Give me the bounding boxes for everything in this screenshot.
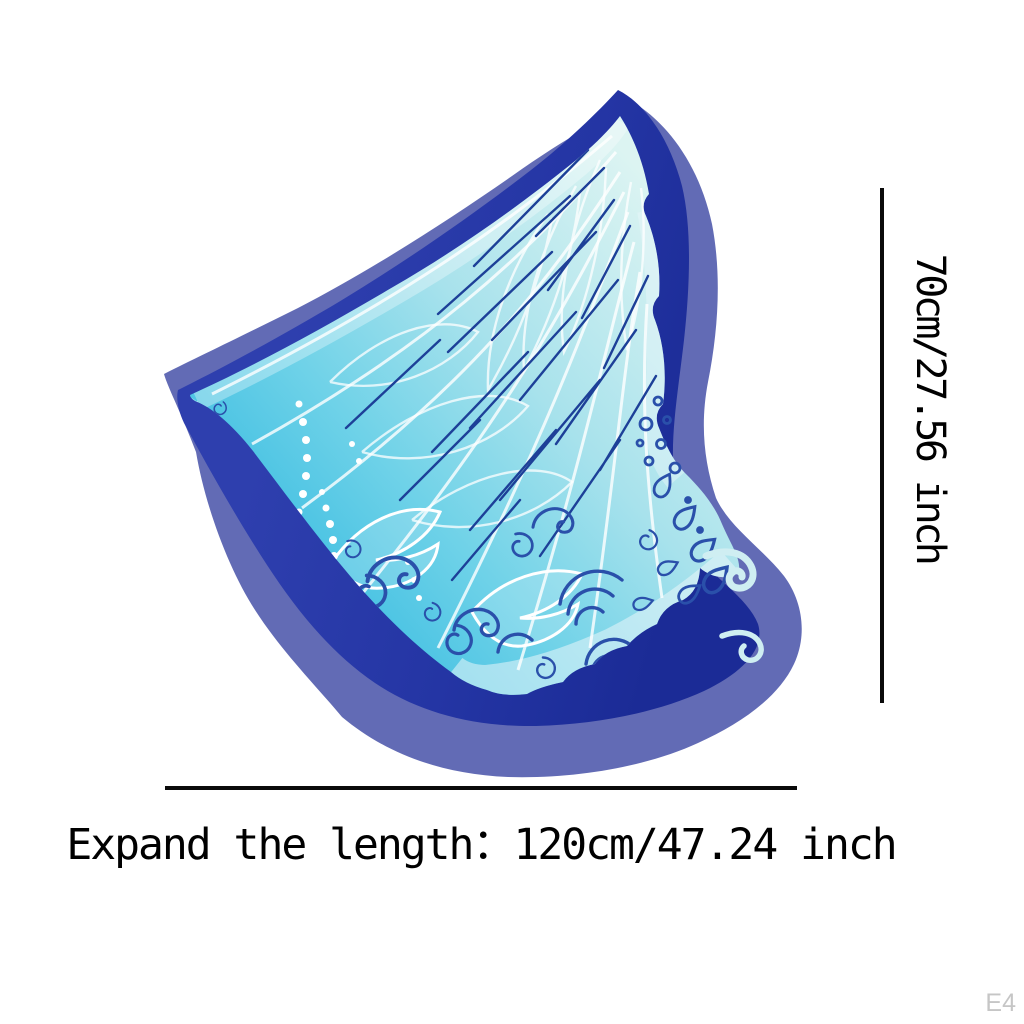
wing-tail-curls	[702, 548, 764, 663]
wing-teardrop-fringe	[630, 395, 735, 614]
height-dimension-label: 70cm/27.56 inch	[907, 253, 953, 563]
height-dimension-line	[880, 188, 884, 703]
watermark-text: E4	[985, 989, 1016, 1017]
width-dimension-line	[165, 786, 797, 790]
width-dimension-label: Expand the length：120cm/47.24 inch	[66, 820, 897, 870]
